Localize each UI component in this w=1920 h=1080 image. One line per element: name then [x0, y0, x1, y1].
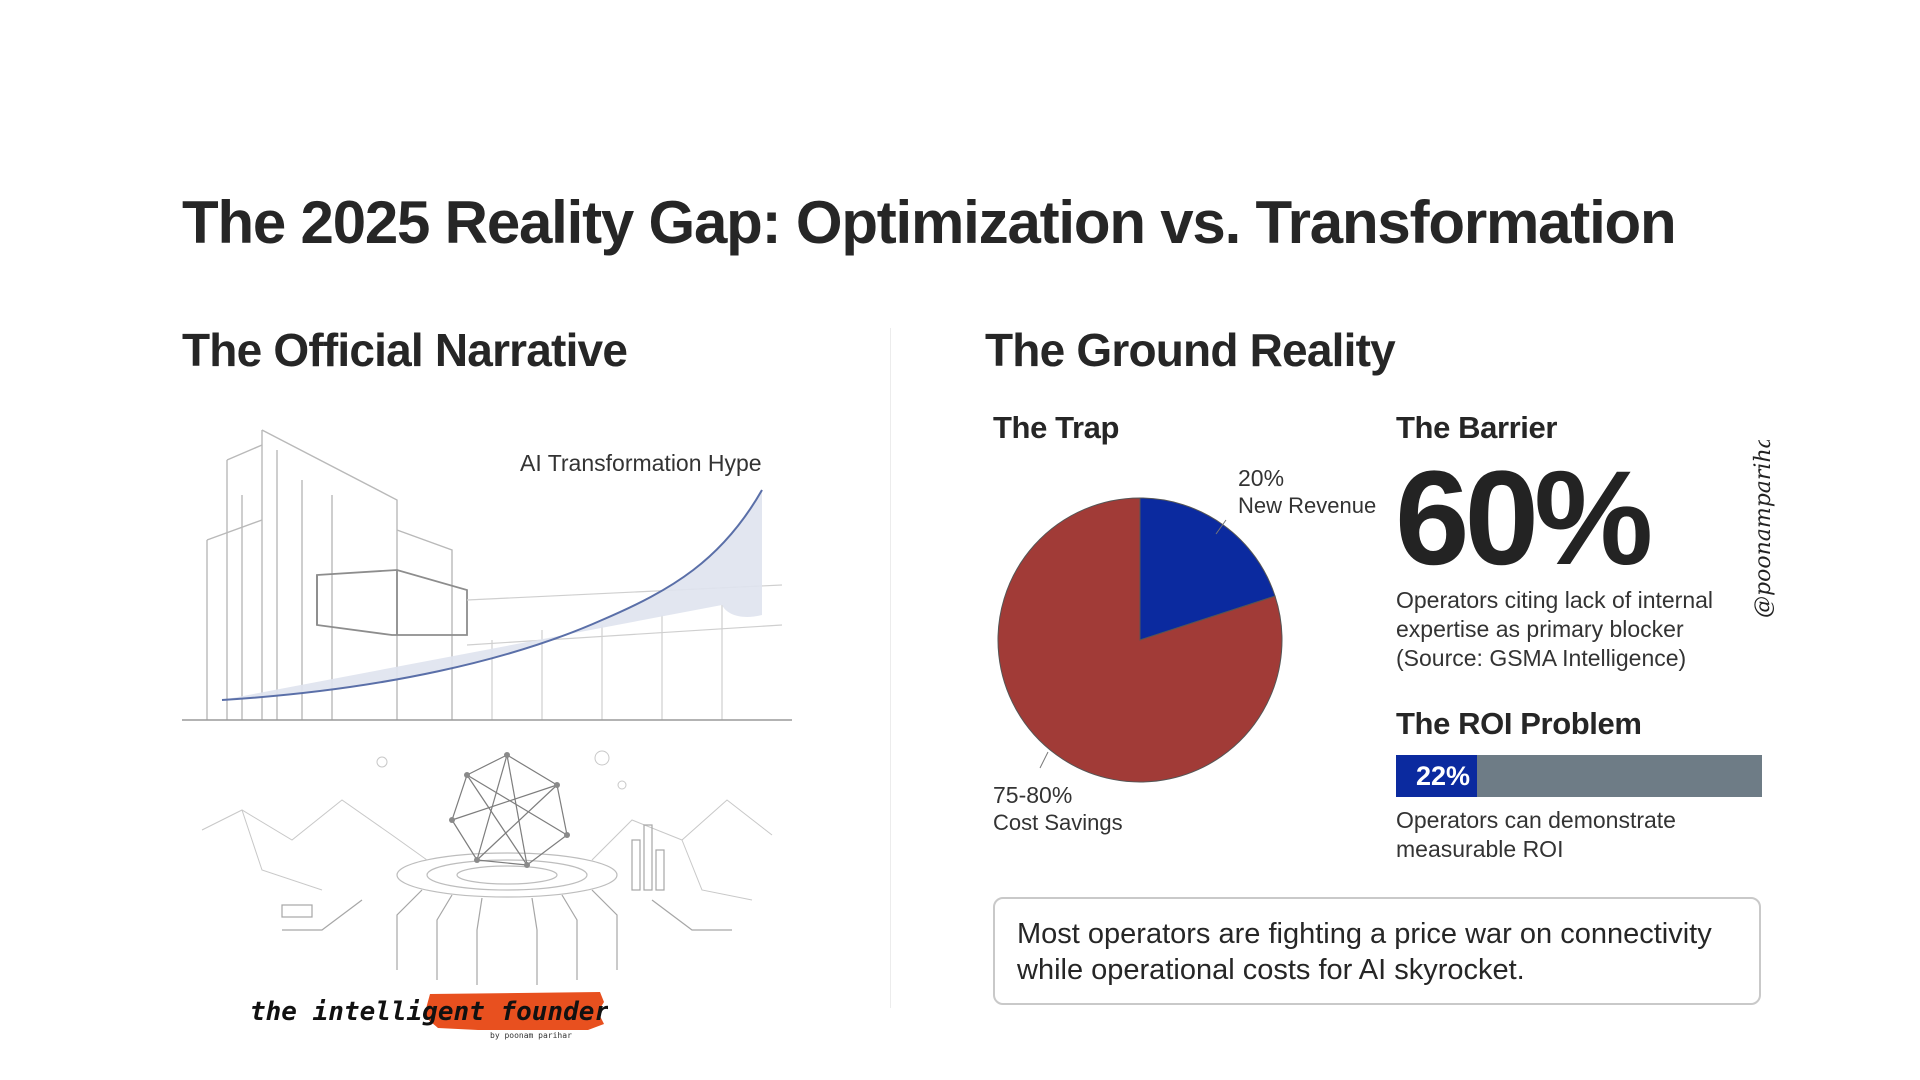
intelligent-founder-logo: the intelligent founder by poonam pariha…: [250, 992, 608, 1040]
roi-description: Operators can demonstrate measurable ROI: [1396, 806, 1736, 864]
trap-pie-chart: [997, 497, 1283, 783]
savings-slice-name: Cost Savings: [993, 810, 1123, 835]
roi-line-1: Operators can demonstrate: [1396, 807, 1676, 833]
architecture-sketch-illustration: [182, 429, 792, 721]
revenue-slice-label: 20% New Revenue: [1238, 465, 1376, 519]
callout-box: Most operators are fighting a price war …: [993, 897, 1761, 1005]
svg-text:@poonamparihar: @poonamparihar: [1751, 440, 1776, 618]
trap-title: The Trap: [993, 410, 1119, 445]
revenue-slice-name: New Revenue: [1238, 493, 1377, 518]
ai-network-illustration: [201, 750, 773, 985]
roi-title: The ROI Problem: [1396, 706, 1642, 741]
barrier-description: Operators citing lack of internal expert…: [1396, 586, 1736, 673]
savings-slice-label: 75-80% Cost Savings: [993, 782, 1123, 836]
page-title: The 2025 Reality Gap: Optimization vs. T…: [182, 189, 1677, 256]
revenue-slice-pct: 20%: [1238, 465, 1285, 491]
pie-slice-cost-savings: [997, 497, 1283, 783]
watermark-signature: @poonamparihar: [1751, 440, 1776, 618]
hype-curve-label: AI Transformation Hype: [520, 450, 762, 476]
barrier-stat: 60%: [1395, 444, 1653, 593]
barrier-title: The Barrier: [1396, 410, 1557, 445]
savings-slice-pct: 75-80%: [993, 782, 1073, 808]
svg-text:by poonam parihar: by poonam parihar: [490, 1031, 572, 1040]
pie-slice-new-revenue: [1139, 497, 1276, 641]
official-narrative-heading: The Official Narrative: [182, 324, 628, 376]
roi-bar-label: 22%: [1415, 761, 1471, 791]
roi-bar-track: 22%: [1396, 755, 1762, 797]
barrier-line-2: expertise as primary blocker: [1396, 616, 1684, 642]
revenue-leader-line: [1215, 519, 1227, 535]
ground-reality-heading: The Ground Reality: [985, 324, 1396, 376]
callout-line-2: while operational costs for AI skyrocket…: [1017, 954, 1525, 986]
barrier-line-3: (Source: GSMA Intelligence): [1396, 645, 1687, 671]
roi-line-2: measurable ROI: [1396, 836, 1564, 862]
svg-text:the intelligent founder: the intelligent founder: [250, 997, 608, 1027]
column-divider: [890, 328, 891, 1008]
callout-line-1: Most operators are fighting a price war …: [1017, 918, 1712, 950]
barrier-line-1: Operators citing lack of internal: [1396, 587, 1714, 613]
savings-leader-line: [1039, 751, 1049, 769]
roi-bar-fill: [1396, 755, 1477, 797]
